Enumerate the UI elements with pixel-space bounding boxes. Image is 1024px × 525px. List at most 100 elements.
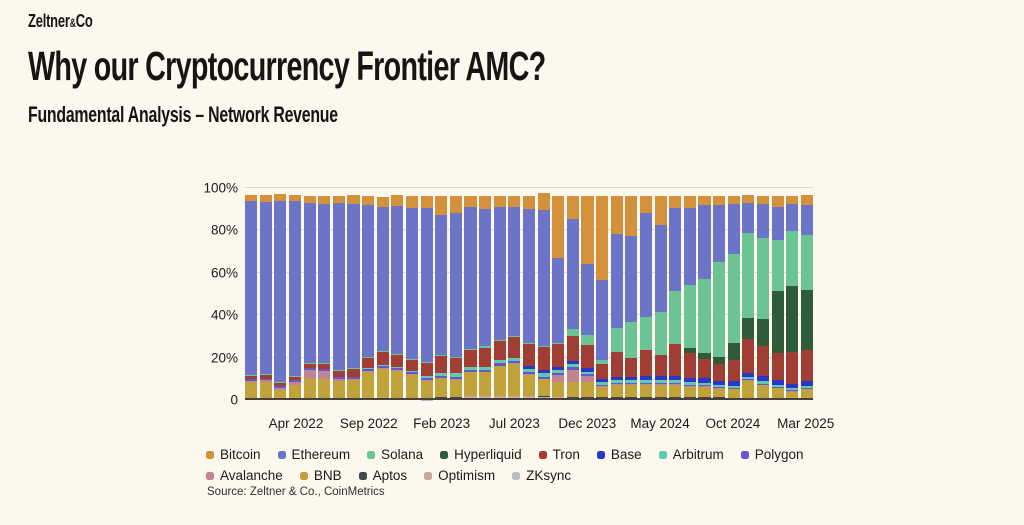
segment-hyperliquid [771, 291, 784, 353]
segment-arbitrum [522, 368, 535, 372]
segment-ethereum [771, 206, 784, 241]
segment-polygon [288, 380, 301, 383]
legend-label-zksync: ZKsync [526, 468, 572, 483]
segment-bitcoin [259, 195, 272, 202]
segment-polygon [727, 387, 740, 389]
bar-jun-2022 [318, 188, 331, 400]
segment-bitcoin [800, 194, 813, 206]
segment-bnb [596, 386, 609, 398]
segment-solana [288, 376, 301, 378]
segment-arbitrum [654, 380, 667, 383]
x-tick-label-may-2024: May 2024 [630, 416, 690, 431]
segment-arbitrum [610, 380, 623, 383]
legend-swatch-solana [367, 450, 376, 459]
segment-ethereum [303, 202, 316, 363]
segment-bitcoin [493, 195, 506, 207]
bar-oct-2022 [376, 188, 389, 400]
segment-tron [742, 339, 755, 373]
segment-arbitrum [391, 366, 404, 369]
segment-arbitrum [449, 373, 462, 378]
segment-tron [362, 358, 375, 368]
segment-polygon [610, 382, 623, 384]
legend-swatch-optimism [424, 471, 433, 480]
segment-tron [288, 377, 301, 381]
page-subtitle: Fundamental Analysis – Network Revenue [28, 102, 338, 127]
segment-ethereum [698, 204, 711, 279]
segment-base [625, 376, 638, 381]
bar-may-2024 [654, 188, 667, 400]
segment-tron [303, 363, 316, 369]
segment-aptos [479, 395, 492, 397]
segment-solana [800, 235, 813, 291]
y-tick-label-40: 40% [210, 307, 238, 323]
segment-bitcoin [727, 195, 740, 205]
legend-item-aptos: Aptos [358, 468, 407, 483]
legend-swatch-bnb [299, 471, 308, 480]
segment-aptos [639, 397, 652, 399]
segment-solana [698, 278, 711, 353]
segment-bnb [464, 372, 477, 396]
segment-bnb [362, 371, 375, 400]
segment-polygon [552, 373, 565, 376]
segment-optimism [479, 396, 492, 398]
segment-bnb [537, 379, 550, 397]
segment-bnb [288, 384, 301, 400]
segment-tron [596, 364, 609, 379]
segment-avalanche [625, 383, 638, 385]
segment-base [771, 380, 784, 385]
segment-avalanche [449, 379, 462, 381]
segment-bnb [625, 384, 638, 398]
segment-bitcoin [742, 194, 755, 204]
segment-avalanche [376, 368, 389, 370]
segment-avalanche [683, 386, 696, 387]
segment-ethereum [625, 235, 638, 322]
segment-bnb [303, 379, 316, 400]
legend-label-bnb: BNB [313, 468, 342, 483]
segment-aptos [698, 397, 711, 399]
y-tick-label-60: 60% [210, 265, 238, 281]
segment-bitcoin [479, 195, 492, 209]
legend-item-arbitrum: Arbitrum [658, 447, 724, 462]
segment-ethereum [288, 201, 301, 377]
segment-bitcoin [786, 195, 799, 205]
segment-polygon [376, 366, 389, 369]
segment-avalanche [698, 386, 711, 387]
segment-tron [698, 359, 711, 379]
segment-bnb [727, 389, 740, 398]
segment-base [669, 375, 682, 381]
y-axis: 100% 80% 60% 40% 20% 0 [150, 181, 238, 408]
source-label: Source: Zeltner & Co., CoinMetrics [207, 486, 385, 498]
segment-avalanche [742, 380, 755, 381]
legend-swatch-ethereum [277, 450, 286, 459]
segment-avalanche [274, 387, 287, 390]
segment-polygon [508, 361, 521, 364]
segment-base [683, 378, 696, 383]
segment-base [610, 376, 623, 381]
segment-solana [581, 334, 594, 346]
segment-solana [742, 233, 755, 318]
segment-ethereum [756, 204, 769, 239]
segment-solana [391, 354, 404, 356]
segment-bitcoin [654, 195, 667, 226]
segment-solana [420, 362, 433, 364]
segment-polygon [259, 378, 272, 381]
bar-aug-2023 [522, 188, 535, 400]
segment-solana [274, 381, 287, 383]
bar-jul-2024 [683, 188, 696, 400]
segment-solana [756, 238, 769, 319]
legend-item-bnb: BNB [299, 468, 342, 483]
segment-polygon [742, 379, 755, 381]
segment-bnb [274, 389, 287, 400]
segment-solana [786, 230, 799, 287]
segment-tron [625, 357, 638, 377]
segment-avalanche [522, 373, 535, 375]
segment-bnb [756, 385, 769, 398]
segment-tron [464, 349, 477, 367]
legend-item-ethereum: Ethereum [277, 447, 350, 462]
segment-hyperliquid [727, 343, 740, 361]
segment-aptos [449, 397, 462, 398]
segment-polygon [639, 382, 652, 384]
segment-polygon [581, 374, 594, 376]
segment-solana [347, 368, 360, 370]
segment-avalanche [435, 377, 448, 379]
